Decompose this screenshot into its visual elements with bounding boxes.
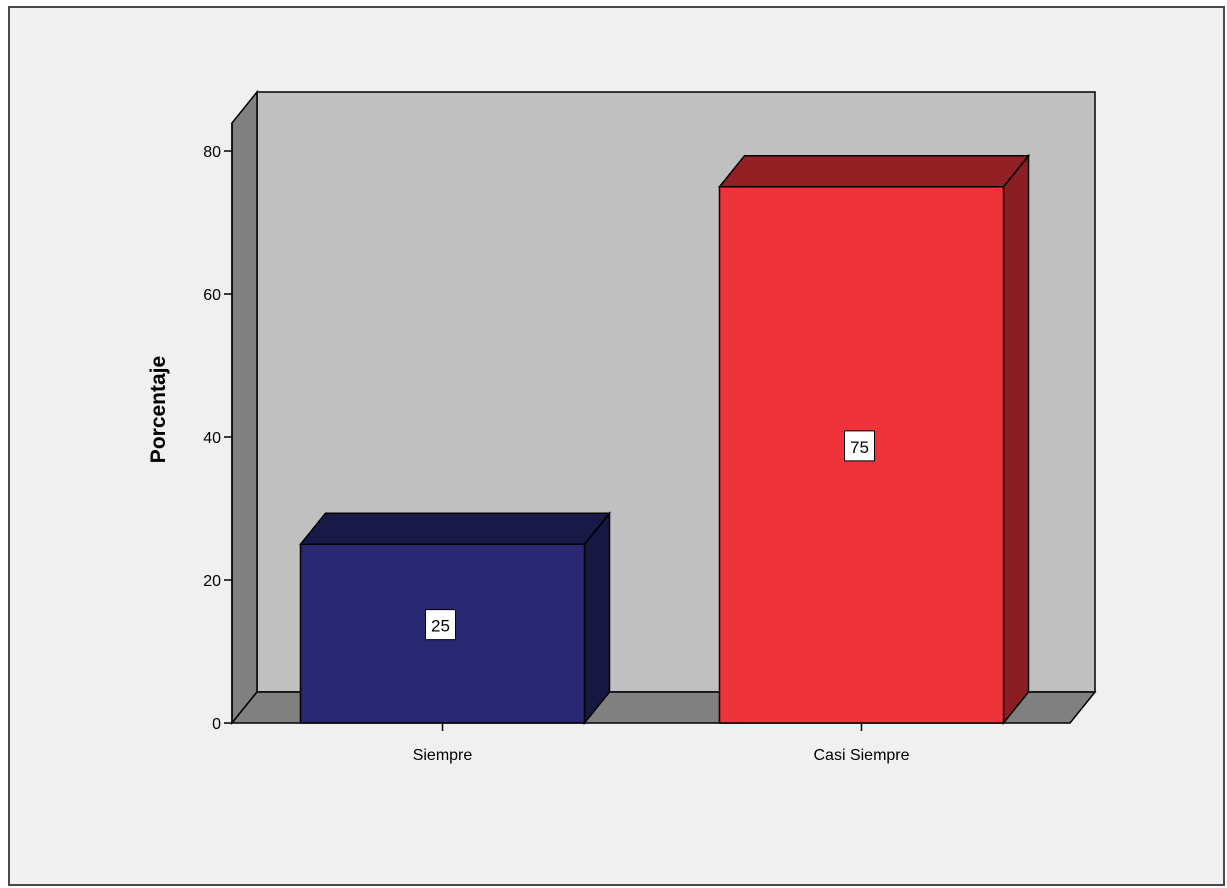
data-label-box [425, 609, 456, 641]
bar-side [1002, 153, 1030, 726]
y-tick-label: 60 [203, 287, 221, 304]
bar-top [717, 155, 1031, 188]
bar-chart: 0 20 40 60 80 25 75 Siempre Casi Siempre Porce… [147, 89, 1097, 764]
y-tick-label: 80 [203, 144, 221, 161]
y-tick-label: 20 [203, 573, 221, 590]
y-axis-title: Porcentaje [147, 356, 170, 463]
y-tick-label: 40 [203, 430, 221, 447]
bars: 25 75 [298, 153, 1031, 726]
x-category-label: Casi Siempre [813, 747, 909, 764]
side-wall [231, 89, 258, 726]
x-axis: Siempre Casi Siempre [413, 723, 910, 764]
y-axis: 0 20 40 60 80 [203, 123, 233, 733]
x-category-label: Siempre [413, 747, 473, 764]
chart-frame: 0 20 40 60 80 25 75 Siempre Casi Siempre Porce… [8, 6, 1225, 886]
bar-side [583, 511, 611, 726]
data-label-box [844, 430, 875, 462]
bar-siempre: 25 [298, 511, 612, 726]
bar-top [298, 512, 612, 545]
y-tick-label: 0 [212, 716, 221, 733]
data-label: 25 [431, 617, 450, 636]
data-label: 75 [850, 438, 869, 457]
bar-casi-siempre: 75 [717, 153, 1031, 726]
